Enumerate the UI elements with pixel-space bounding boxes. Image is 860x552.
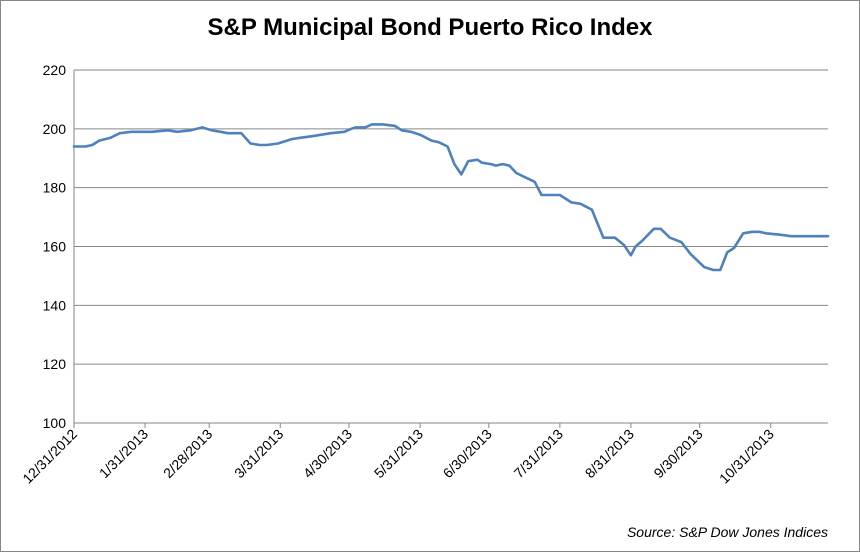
x-tick-label: 6/30/2013 [440, 426, 496, 482]
y-tick-label: 200 [43, 121, 67, 137]
y-tick-label: 160 [43, 239, 67, 255]
y-tick-label: 120 [43, 356, 67, 372]
source-note: Source: S&P Dow Jones Indices [626, 524, 828, 540]
series-group [72, 123, 830, 272]
y-tick-label: 140 [43, 297, 67, 313]
y-tick-label: 220 [43, 62, 67, 78]
x-axis-ticks: 12/31/2012 1/31/2013 2/28/2013 3/31/2013 4/3… [19, 423, 777, 487]
x-tick-label: 8/31/2013 [582, 426, 638, 482]
x-tick-label: 9/30/2013 [650, 426, 706, 482]
x-tick-label: 12/31/2012 [19, 426, 80, 487]
x-tick-label: 10/31/2013 [716, 426, 777, 487]
chart-title: S&P Municipal Bond Puerto Rico Index [207, 14, 653, 41]
x-tick-label: 7/31/2013 [511, 426, 567, 482]
x-tick-label: 4/30/2013 [300, 426, 356, 482]
x-tick-label: 5/31/2013 [371, 426, 427, 482]
x-axis [73, 70, 828, 424]
x-tick-label: 3/31/2013 [231, 426, 287, 482]
series-line-index [72, 123, 830, 272]
y-axis-ticks: 100 120 140 160 180 200 220 [43, 62, 67, 431]
y-tick-label: 100 [43, 415, 67, 431]
x-tick-label: 2/28/2013 [160, 426, 216, 482]
x-tick-label: 1/31/2013 [96, 426, 152, 482]
grid-lines [74, 69, 828, 365]
y-tick-label: 180 [43, 180, 67, 196]
